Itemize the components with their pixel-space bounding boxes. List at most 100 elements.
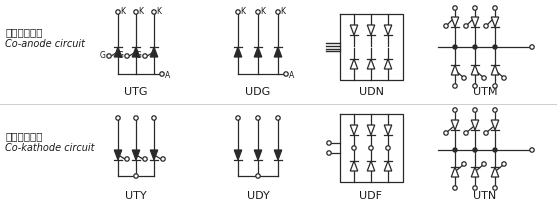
Polygon shape: [367, 59, 375, 69]
Polygon shape: [471, 65, 479, 75]
Polygon shape: [384, 125, 392, 135]
Circle shape: [453, 84, 457, 88]
Circle shape: [444, 131, 448, 135]
Polygon shape: [132, 150, 140, 160]
Circle shape: [256, 10, 260, 14]
Circle shape: [236, 10, 240, 14]
Circle shape: [493, 186, 497, 190]
Polygon shape: [384, 161, 392, 171]
Circle shape: [464, 24, 468, 28]
Polygon shape: [234, 47, 242, 57]
Polygon shape: [491, 65, 499, 75]
Text: UDF: UDF: [359, 191, 383, 201]
Polygon shape: [114, 47, 122, 57]
Polygon shape: [132, 47, 140, 57]
Polygon shape: [274, 47, 282, 57]
Circle shape: [473, 45, 477, 49]
Text: K: K: [280, 6, 285, 16]
Polygon shape: [350, 161, 358, 171]
Circle shape: [161, 157, 165, 161]
Polygon shape: [384, 59, 392, 69]
Circle shape: [482, 76, 486, 80]
Circle shape: [134, 10, 138, 14]
Circle shape: [473, 108, 477, 112]
Circle shape: [256, 116, 260, 120]
Text: K: K: [156, 6, 161, 16]
Polygon shape: [367, 125, 375, 135]
Text: UTM: UTM: [473, 87, 497, 97]
Circle shape: [327, 141, 331, 145]
Circle shape: [462, 162, 466, 166]
Circle shape: [276, 116, 280, 120]
Text: UDY: UDY: [247, 191, 270, 201]
Circle shape: [143, 54, 147, 58]
Text: 共阴极电路：: 共阴极电路：: [5, 131, 42, 141]
Circle shape: [493, 45, 497, 49]
Text: A: A: [289, 71, 294, 79]
Circle shape: [276, 10, 280, 14]
Polygon shape: [274, 150, 282, 160]
Polygon shape: [471, 167, 479, 177]
Polygon shape: [491, 120, 499, 130]
Polygon shape: [451, 167, 459, 177]
Circle shape: [493, 84, 497, 88]
Polygon shape: [150, 47, 158, 57]
Polygon shape: [451, 120, 459, 130]
Text: K: K: [120, 6, 125, 16]
Circle shape: [125, 54, 129, 58]
Circle shape: [453, 45, 457, 49]
Polygon shape: [491, 167, 499, 177]
Text: UDG: UDG: [246, 87, 271, 97]
Circle shape: [464, 131, 468, 135]
Circle shape: [386, 146, 390, 150]
Polygon shape: [451, 65, 459, 75]
Polygon shape: [471, 17, 479, 27]
Text: K: K: [260, 6, 265, 16]
Circle shape: [530, 148, 534, 152]
Polygon shape: [254, 47, 262, 57]
Circle shape: [473, 84, 477, 88]
Circle shape: [502, 162, 506, 166]
Circle shape: [152, 116, 156, 120]
Polygon shape: [471, 120, 479, 130]
Circle shape: [484, 24, 488, 28]
Polygon shape: [367, 161, 375, 171]
Circle shape: [143, 157, 147, 161]
Polygon shape: [367, 25, 375, 35]
Circle shape: [453, 148, 457, 152]
Circle shape: [107, 54, 111, 58]
Circle shape: [116, 116, 120, 120]
Circle shape: [453, 6, 457, 10]
Circle shape: [327, 151, 331, 155]
Polygon shape: [234, 150, 242, 160]
Circle shape: [482, 162, 486, 166]
Circle shape: [473, 6, 477, 10]
Text: G: G: [118, 51, 124, 59]
Polygon shape: [451, 17, 459, 27]
Circle shape: [236, 116, 240, 120]
Circle shape: [284, 72, 288, 76]
Circle shape: [125, 157, 129, 161]
Polygon shape: [254, 150, 262, 160]
Circle shape: [473, 186, 477, 190]
Circle shape: [530, 45, 534, 49]
Circle shape: [462, 76, 466, 80]
Circle shape: [160, 72, 164, 76]
Circle shape: [116, 10, 120, 14]
Polygon shape: [150, 150, 158, 160]
Circle shape: [453, 108, 457, 112]
Circle shape: [134, 174, 138, 178]
Circle shape: [453, 186, 457, 190]
Circle shape: [352, 146, 356, 150]
Polygon shape: [114, 150, 122, 160]
Text: G: G: [136, 51, 142, 59]
Text: Co-anode circuit: Co-anode circuit: [5, 39, 85, 49]
Text: UDN: UDN: [359, 87, 384, 97]
Text: A: A: [165, 71, 170, 79]
Circle shape: [444, 24, 448, 28]
Circle shape: [256, 174, 260, 178]
Polygon shape: [350, 125, 358, 135]
Text: UTN: UTN: [473, 191, 497, 201]
Circle shape: [369, 146, 373, 150]
Polygon shape: [350, 59, 358, 69]
